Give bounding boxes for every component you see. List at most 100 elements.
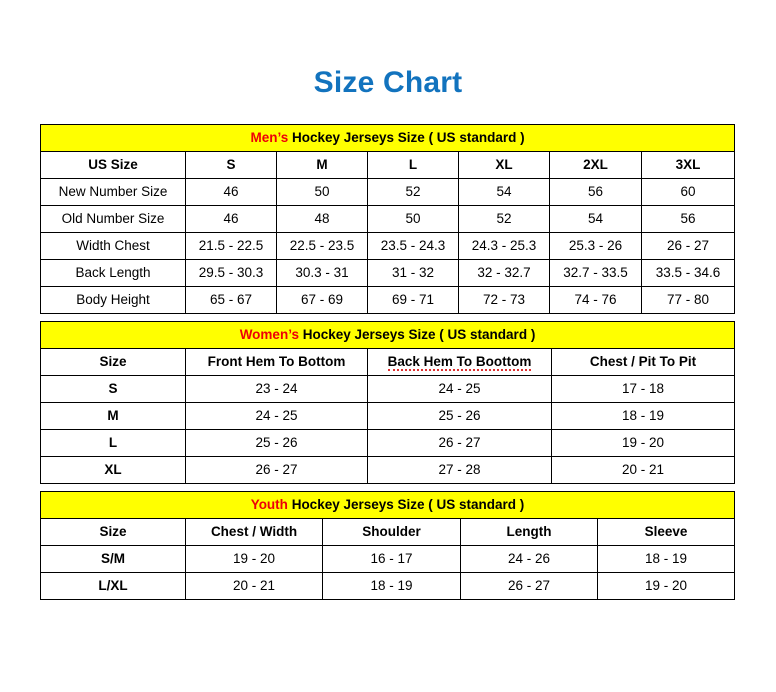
womens-col-header-3: Chest / Pit To Pit	[551, 348, 735, 376]
womens-col-header-2-text: Back Hem To Boottom	[387, 354, 532, 371]
youth-cell-1-1: 18 - 19	[322, 572, 461, 600]
mens-row-label-4: Body Height	[40, 286, 186, 314]
youth-size-table: Youth Hockey Jerseys Size ( US standard …	[40, 491, 735, 600]
womens-header-accent: Women’s	[239, 327, 299, 342]
womens-col-header-1: Front Hem To Bottom	[185, 348, 368, 376]
mens-col-header-6: 3XL	[640, 151, 736, 179]
page-title: Size Chart	[313, 66, 463, 99]
mens-cell-2-4: 25.3 - 26	[549, 232, 642, 260]
mens-cell-0-5: 60	[640, 178, 736, 206]
section-gap-2	[40, 484, 734, 491]
mens-column-header-row: US Size S M L XL 2XL 3XL	[40, 151, 736, 179]
youth-col-header-2: Shoulder	[322, 518, 461, 546]
youth-col-header-3: Length	[460, 518, 598, 546]
mens-cell-3-1: 30.3 - 31	[276, 259, 368, 287]
mens-cell-2-2: 23.5 - 24.3	[367, 232, 459, 260]
womens-cell-2-1: 26 - 27	[367, 429, 552, 457]
mens-col-header-4: XL	[458, 151, 550, 179]
mens-col-header-5: 2XL	[549, 151, 642, 179]
mens-col-header-3: L	[367, 151, 459, 179]
womens-cell-1-0: 24 - 25	[185, 402, 368, 430]
mens-cell-1-3: 52	[458, 205, 550, 233]
womens-row-label-3: XL	[40, 456, 186, 484]
womens-cell-3-0: 26 - 27	[185, 456, 368, 484]
table-row: M 24 - 25 25 - 26 18 - 19	[40, 402, 735, 430]
womens-row-label-0: S	[40, 375, 186, 403]
mens-cell-0-1: 50	[276, 178, 368, 206]
mens-cell-1-0: 46	[185, 205, 277, 233]
mens-cell-3-0: 29.5 - 30.3	[185, 259, 277, 287]
mens-cell-0-2: 52	[367, 178, 459, 206]
mens-row-label-1: Old Number Size	[40, 205, 186, 233]
youth-header-rest: Hockey Jerseys Size ( US standard )	[287, 497, 525, 512]
mens-col-header-0: US Size	[40, 151, 186, 179]
youth-cell-1-0: 20 - 21	[185, 572, 323, 600]
womens-cell-2-2: 19 - 20	[551, 429, 735, 457]
youth-cell-1-2: 26 - 27	[460, 572, 598, 600]
womens-section-header-row: Women’s Hockey Jerseys Size ( US standar…	[40, 321, 735, 349]
mens-cell-0-3: 54	[458, 178, 550, 206]
table-row: S/M 19 - 20 16 - 17 24 - 26 18 - 19	[40, 545, 735, 573]
mens-cell-2-0: 21.5 - 22.5	[185, 232, 277, 260]
table-row: Old Number Size 46 48 50 52 54 56	[40, 205, 736, 233]
mens-cell-3-4: 32.7 - 33.5	[549, 259, 642, 287]
mens-section-header: Men’s Hockey Jerseys Size ( US standard …	[39, 124, 736, 152]
womens-cell-1-2: 18 - 19	[551, 402, 735, 430]
womens-section-header: Women’s Hockey Jerseys Size ( US standar…	[40, 321, 735, 349]
table-row: L 25 - 26 26 - 27 19 - 20	[40, 429, 735, 457]
youth-cell-0-1: 16 - 17	[322, 545, 461, 573]
mens-cell-4-3: 72 - 73	[458, 286, 550, 314]
womens-cell-2-0: 25 - 26	[185, 429, 368, 457]
mens-header-accent: Men’s	[250, 130, 289, 145]
mens-cell-3-5: 33.5 - 34.6	[640, 259, 736, 287]
mens-cell-2-5: 26 - 27	[640, 232, 736, 260]
table-row: Back Length 29.5 - 30.3 30.3 - 31 31 - 3…	[40, 259, 736, 287]
mens-cell-4-4: 74 - 76	[549, 286, 642, 314]
womens-cell-3-2: 20 - 21	[551, 456, 735, 484]
womens-row-label-1: M	[40, 402, 186, 430]
womens-cell-3-1: 27 - 28	[367, 456, 552, 484]
table-row: L/XL 20 - 21 18 - 19 26 - 27 19 - 20	[40, 572, 735, 600]
mens-cell-0-4: 56	[549, 178, 642, 206]
mens-cell-1-4: 54	[549, 205, 642, 233]
womens-cell-0-0: 23 - 24	[185, 375, 368, 403]
mens-cell-4-5: 77 - 80	[640, 286, 736, 314]
womens-column-header-row: Size Front Hem To Bottom Back Hem To Boo…	[40, 348, 735, 376]
youth-row-label-1: L/XL	[40, 572, 186, 600]
youth-header-accent: Youth	[250, 497, 288, 512]
size-chart-tables: Men’s Hockey Jerseys Size ( US standard …	[39, 124, 736, 600]
womens-col-header-2: Back Hem To Boottom	[367, 348, 552, 376]
mens-cell-4-2: 69 - 71	[367, 286, 459, 314]
mens-cell-3-2: 31 - 32	[367, 259, 459, 287]
womens-col-header-0: Size	[40, 348, 186, 376]
womens-cell-0-2: 17 - 18	[551, 375, 735, 403]
youth-cell-0-2: 24 - 26	[460, 545, 598, 573]
mens-header-rest: Hockey Jerseys Size ( US standard )	[288, 130, 525, 145]
table-row: New Number Size 46 50 52 54 56 60	[40, 178, 736, 206]
mens-cell-1-2: 50	[367, 205, 459, 233]
section-gap-1	[40, 314, 734, 321]
mens-col-header-1: S	[185, 151, 277, 179]
mens-row-label-3: Back Length	[40, 259, 186, 287]
mens-cell-2-3: 24.3 - 25.3	[458, 232, 550, 260]
youth-section-header: Youth Hockey Jerseys Size ( US standard …	[40, 491, 735, 519]
mens-row-label-0: New Number Size	[40, 178, 186, 206]
table-row: Body Height 65 - 67 67 - 69 69 - 71 72 -…	[40, 286, 736, 314]
youth-col-header-0: Size	[40, 518, 186, 546]
mens-cell-4-0: 65 - 67	[185, 286, 277, 314]
youth-section-header-row: Youth Hockey Jerseys Size ( US standard …	[40, 491, 735, 519]
mens-section-header-row: Men’s Hockey Jerseys Size ( US standard …	[39, 124, 736, 152]
mens-cell-1-5: 56	[640, 205, 736, 233]
table-row: XL 26 - 27 27 - 28 20 - 21	[40, 456, 735, 484]
womens-cell-1-1: 25 - 26	[367, 402, 552, 430]
mens-col-header-2: M	[276, 151, 368, 179]
mens-cell-1-1: 48	[276, 205, 368, 233]
youth-cell-0-0: 19 - 20	[185, 545, 323, 573]
mens-size-table: Men’s Hockey Jerseys Size ( US standard …	[39, 124, 736, 314]
mens-cell-2-1: 22.5 - 23.5	[276, 232, 368, 260]
youth-col-header-4: Sleeve	[597, 518, 735, 546]
mens-cell-4-1: 67 - 69	[276, 286, 368, 314]
mens-cell-0-0: 46	[185, 178, 277, 206]
youth-column-header-row: Size Chest / Width Shoulder Length Sleev…	[40, 518, 735, 546]
